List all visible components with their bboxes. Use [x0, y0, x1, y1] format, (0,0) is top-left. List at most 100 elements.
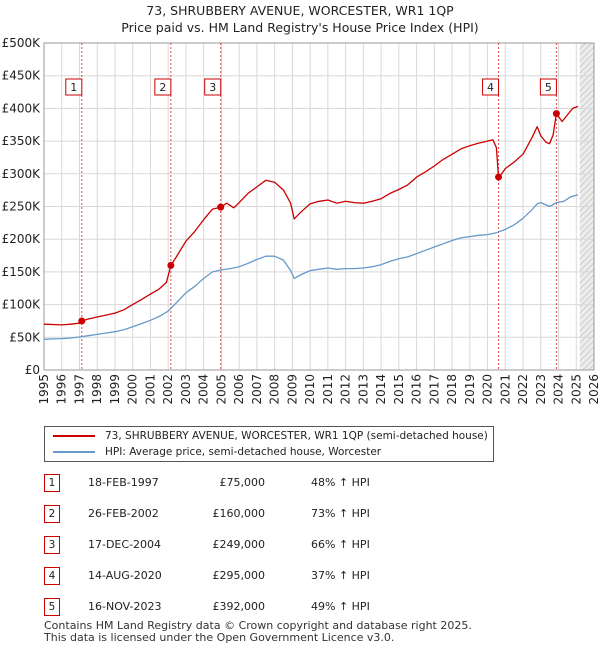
future-band-hatch — [579, 322, 595, 338]
sale-label-box — [154, 78, 172, 96]
sale-point — [217, 203, 225, 211]
legend-item-property: 73, SHRUBBERY AVENUE, WORCESTER, WR1 1QP… — [53, 428, 488, 444]
legend: 73, SHRUBBERY AVENUE, WORCESTER, WR1 1QP… — [44, 426, 494, 462]
footer-licence: This data is licensed under the Open Gov… — [44, 631, 395, 644]
x-tick-label: 2003 — [179, 374, 193, 405]
x-tick-label: 2007 — [250, 374, 264, 405]
sale-point — [78, 317, 86, 325]
sale-row: 4 14-AUG-2020 £295,000 37% ↑ HPI — [44, 567, 444, 598]
sale-price: £160,000 — [212, 507, 266, 520]
future-band-hatch — [579, 208, 595, 224]
future-band-hatch — [579, 58, 595, 74]
sale-hpi-change: 49% ↑ HPI — [311, 600, 370, 613]
future-band-hatch — [579, 178, 595, 194]
x-tick-label: 2021 — [498, 374, 512, 405]
x-tick-label: 2020 — [481, 374, 495, 405]
sale-label-number: 4 — [487, 81, 494, 94]
sale-date: 18-FEB-1997 — [88, 476, 159, 489]
future-band-hatch — [579, 346, 595, 362]
future-band-hatch — [579, 172, 595, 188]
hpi-line — [43, 194, 579, 340]
sale-point — [167, 261, 175, 269]
future-band-hatch — [579, 286, 595, 302]
footer-copyright: Contains HM Land Registry data © Crown c… — [44, 619, 472, 632]
x-tick-label: 2011 — [321, 374, 335, 405]
x-tick-label: 2000 — [126, 374, 140, 405]
x-tick-label: 2017 — [427, 374, 441, 405]
sale-date: 16-NOV-2023 — [88, 600, 162, 613]
future-band-hatch — [579, 298, 595, 314]
sale-row: 5 16-NOV-2023 £392,000 49% ↑ HPI — [44, 598, 444, 629]
future-band-hatch — [579, 220, 595, 236]
x-tick-label: 2013 — [356, 374, 370, 405]
sale-price: £75,000 — [219, 476, 266, 489]
x-tick-label: 2016 — [410, 374, 424, 405]
future-band-hatch — [579, 280, 595, 296]
footer: Contains HM Land Registry data © Crown c… — [44, 620, 472, 644]
future-band-hatch — [579, 340, 595, 356]
sale-label-number: 1 — [70, 81, 77, 94]
future-band-hatch — [579, 130, 595, 146]
future-band-hatch — [579, 94, 595, 110]
x-tick-label: 2004 — [197, 374, 211, 405]
legend-swatch-property — [53, 435, 95, 437]
future-band-hatch — [579, 124, 595, 140]
y-tick-label: £400K — [2, 101, 42, 115]
future-band-hatch — [579, 88, 595, 104]
future-band-hatch — [579, 214, 595, 230]
sale-hpi-change: 66% ↑ HPI — [311, 538, 370, 551]
sale-price: £249,000 — [212, 538, 266, 551]
future-band-hatch — [579, 274, 595, 290]
x-tick-label: 1997 — [72, 374, 86, 405]
x-tick-label: 2015 — [392, 374, 406, 405]
future-band-hatch — [579, 42, 593, 56]
x-tick-label: 2018 — [445, 374, 459, 405]
x-tick-label: 1998 — [90, 374, 104, 405]
sale-date: 14-AUG-2020 — [88, 569, 162, 582]
y-tick-label: £250K — [2, 200, 42, 214]
sale-date: 26-FEB-2002 — [88, 507, 159, 520]
future-band-hatch — [579, 310, 595, 326]
y-tick-label: £100K — [2, 298, 42, 312]
future-band-hatch — [579, 64, 595, 80]
future-band-hatch — [579, 154, 595, 170]
x-tick-label: 2002 — [161, 374, 175, 405]
future-band-hatch — [582, 358, 595, 371]
future-band-hatch — [579, 76, 595, 92]
sale-hpi-change: 48% ↑ HPI — [311, 476, 370, 489]
future-band-hatch — [579, 42, 587, 50]
future-band-hatch — [579, 112, 595, 128]
y-tick-label: £300K — [2, 167, 42, 181]
future-band-hatch — [579, 250, 595, 266]
legend-item-hpi: HPI: Average price, semi-detached house,… — [53, 444, 381, 460]
sale-point — [552, 110, 560, 118]
future-band-hatch — [579, 316, 595, 332]
chart-title: 73, SHRUBBERY AVENUE, WORCESTER, WR1 1QP… — [0, 2, 600, 36]
future-band-hatch — [579, 226, 595, 242]
future-band-hatch — [579, 148, 595, 164]
sale-price: £392,000 — [212, 600, 266, 613]
y-tick-label: £50K — [9, 330, 41, 344]
sale-point — [495, 173, 503, 181]
sale-number-badge: 3 — [44, 536, 60, 554]
x-tick-label: 2001 — [143, 374, 157, 405]
x-tick-label: 2022 — [516, 374, 530, 405]
future-band-hatch — [579, 244, 595, 260]
future-band-hatch — [579, 256, 595, 272]
future-band-hatch — [579, 136, 595, 152]
sale-label-box — [65, 78, 83, 96]
x-tick-label: 2014 — [374, 374, 388, 405]
future-band-hatch — [579, 190, 595, 206]
future-band-hatch — [579, 160, 595, 176]
legend-swatch-hpi — [53, 451, 95, 453]
sale-label-box — [482, 78, 500, 96]
plot-border — [43, 42, 595, 371]
x-tick-label: 2023 — [534, 374, 548, 405]
sale-date: 17-DEC-2004 — [88, 538, 162, 551]
x-tick-label: 1999 — [108, 374, 122, 405]
legend-label-hpi: HPI: Average price, semi-detached house,… — [105, 446, 382, 458]
future-band-hatch — [579, 118, 595, 134]
sale-number-badge: 2 — [44, 505, 60, 523]
x-tick-label: 2025 — [569, 374, 583, 405]
x-tick-label: 2024 — [552, 374, 566, 405]
